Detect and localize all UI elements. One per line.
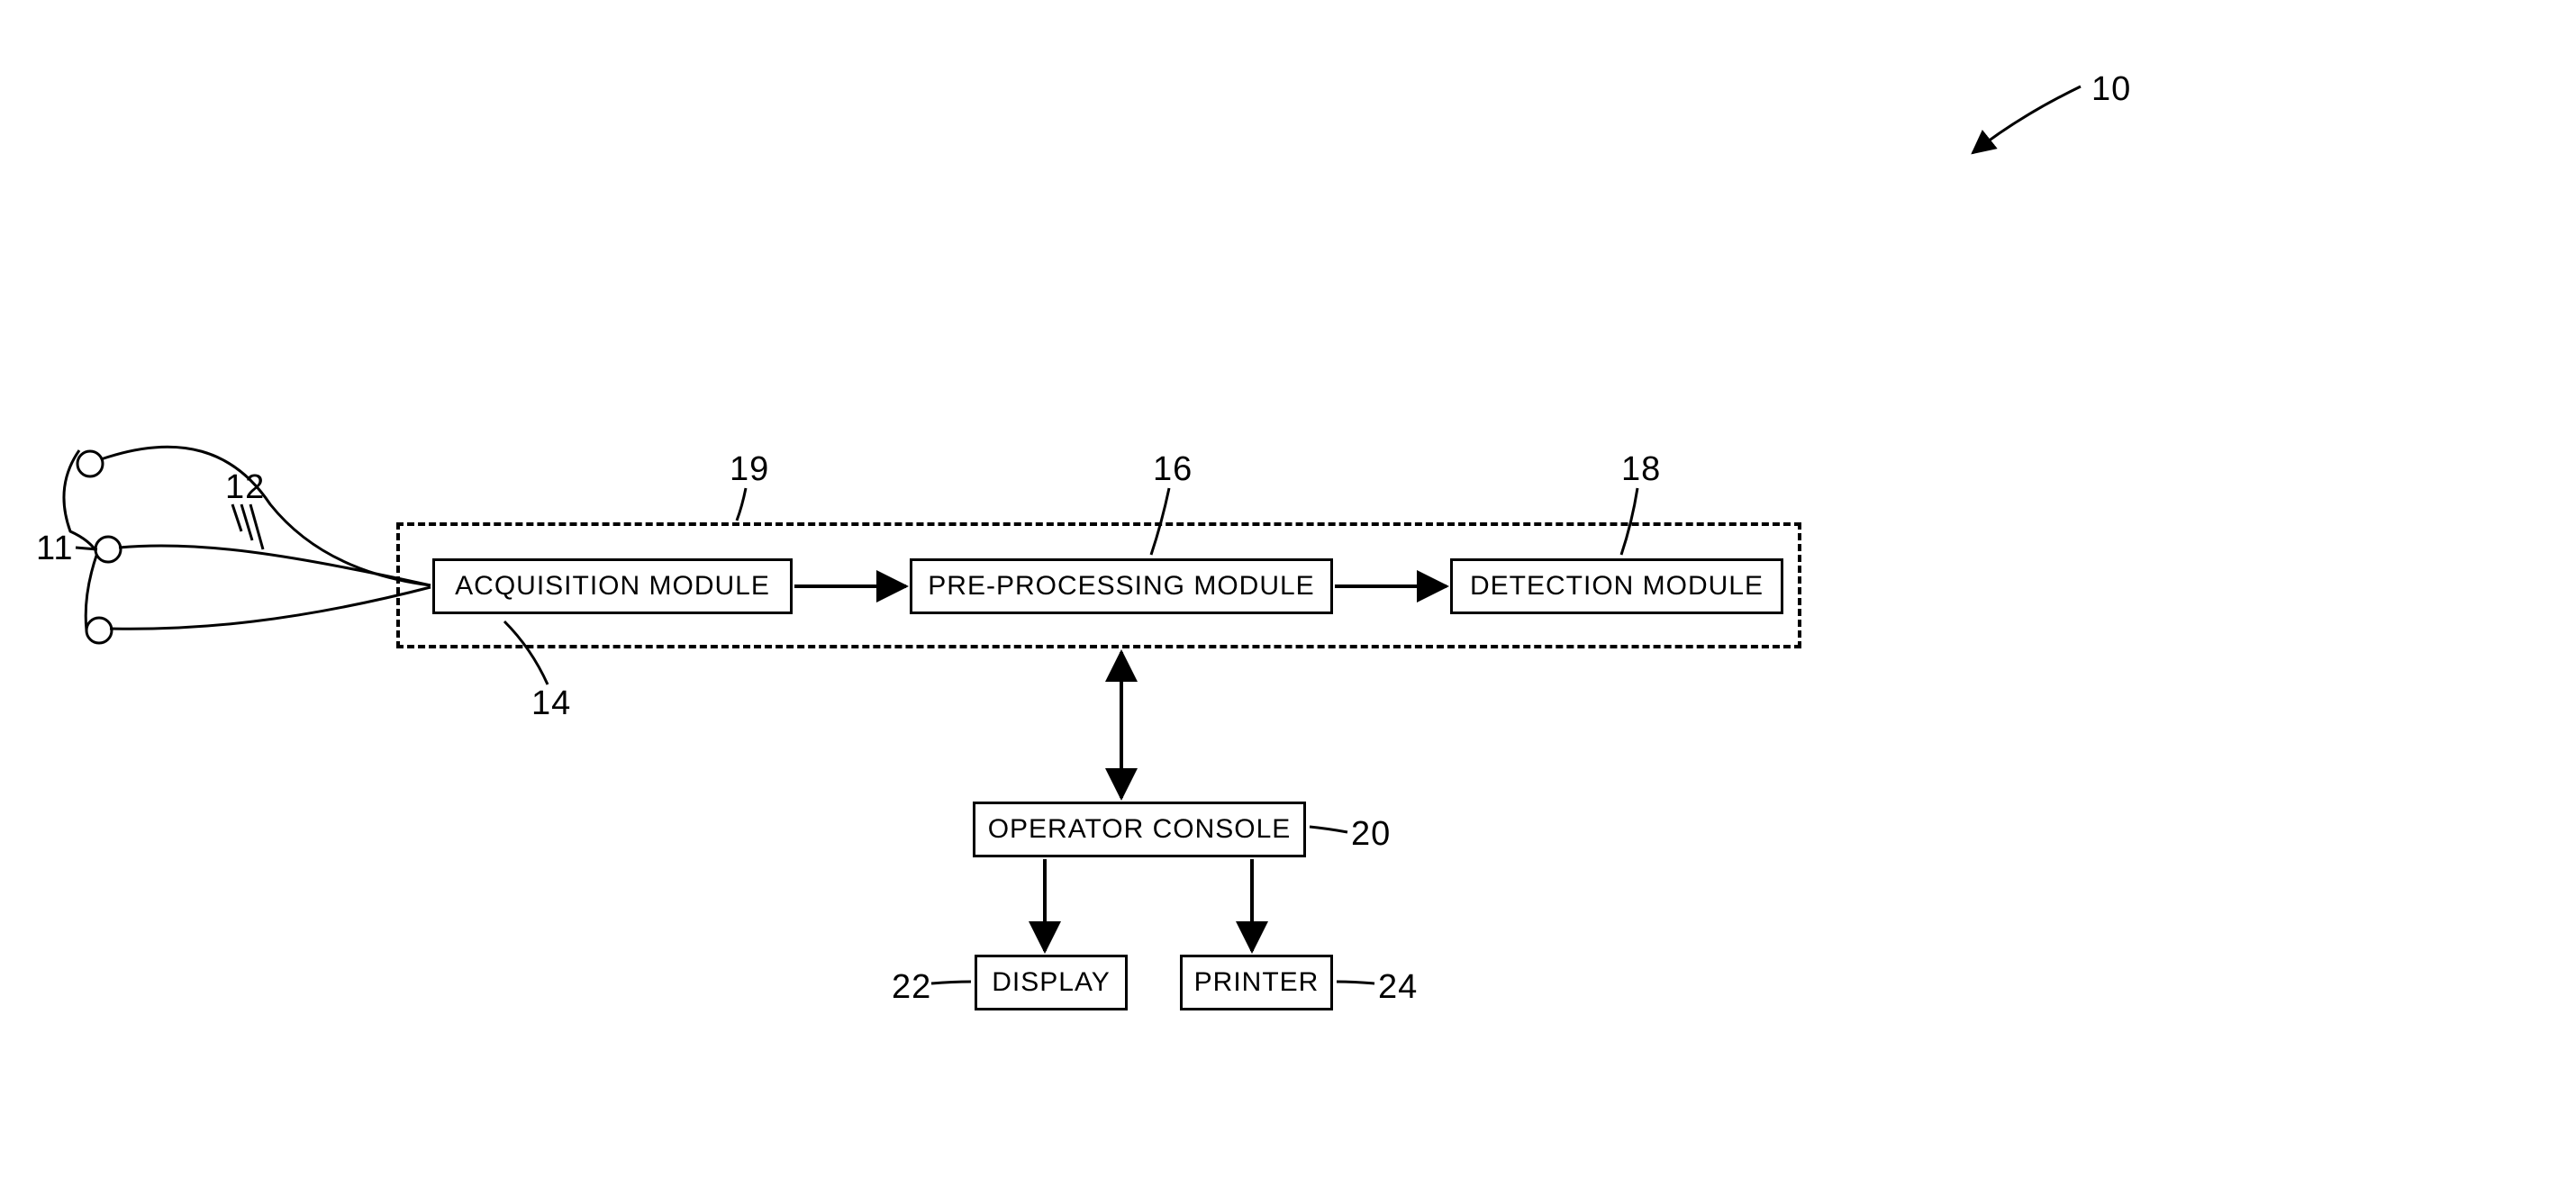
leader-11	[76, 548, 97, 549]
electrode-icon	[95, 537, 121, 562]
leader-19	[737, 488, 746, 521]
ref-label-10: 10	[2091, 70, 2131, 109]
ref-label-11: 11	[36, 530, 73, 568]
leader-12	[241, 504, 252, 540]
preprocessing-module-label: PRE-PROCESSING MODULE	[928, 571, 1314, 602]
preprocessing-module-box: PRE-PROCESSING MODULE	[910, 558, 1333, 614]
ref-label-24: 24	[1378, 968, 1418, 1007]
leader-12	[250, 504, 263, 549]
leader-12	[232, 504, 241, 531]
electrode-icon	[77, 451, 103, 476]
leader-10	[1973, 86, 2081, 153]
detection-module-label: DETECTION MODULE	[1470, 571, 1764, 602]
printer-box: PRINTER	[1180, 955, 1333, 1010]
ref-label-20: 20	[1351, 815, 1391, 854]
acquisition-module-label: ACQUISITION MODULE	[455, 571, 770, 602]
diagram-canvas: ACQUISITION MODULE PRE-PROCESSING MODULE…	[0, 0, 2576, 1196]
ref-label-19: 19	[730, 450, 769, 489]
ref-label-16: 16	[1153, 450, 1193, 489]
lead-wire	[119, 546, 431, 585]
display-label: DISPLAY	[992, 967, 1111, 998]
leader-20	[1310, 827, 1347, 832]
printer-label: PRINTER	[1194, 967, 1320, 998]
ref-label-14: 14	[531, 684, 571, 723]
display-box: DISPLAY	[975, 955, 1128, 1010]
leader-24	[1337, 982, 1374, 983]
lead-wire	[101, 447, 431, 585]
leader-22	[931, 982, 971, 983]
ref-label-18: 18	[1621, 450, 1661, 489]
lead-wire	[110, 587, 431, 629]
operator-console-box: OPERATOR CONSOLE	[973, 802, 1306, 857]
acquisition-module-box: ACQUISITION MODULE	[432, 558, 793, 614]
operator-console-label: OPERATOR CONSOLE	[988, 814, 1292, 845]
detection-module-box: DETECTION MODULE	[1450, 558, 1783, 614]
ref-label-22: 22	[892, 968, 931, 1007]
electrode-icon	[86, 618, 112, 643]
ref-label-12: 12	[225, 468, 265, 507]
